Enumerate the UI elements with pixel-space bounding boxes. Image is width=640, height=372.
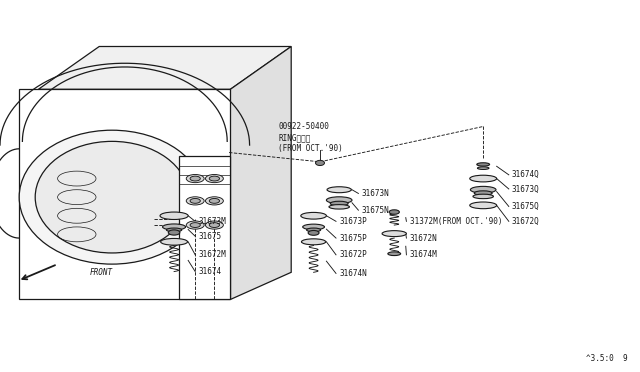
Ellipse shape [209,176,220,181]
Ellipse shape [209,222,220,227]
Text: 00922-50400: 00922-50400 [278,122,329,131]
Ellipse shape [388,252,401,256]
Text: 31675P: 31675P [339,234,367,243]
Ellipse shape [330,201,348,206]
Text: 31674N: 31674N [339,269,367,278]
Text: FRONT: FRONT [90,268,113,277]
Ellipse shape [389,210,399,214]
Text: 31672Q: 31672Q [512,217,540,226]
Ellipse shape [307,228,321,232]
Text: 31673N: 31673N [362,189,389,198]
Ellipse shape [163,224,186,230]
Text: 31674: 31674 [198,267,221,276]
Ellipse shape [161,238,188,245]
Ellipse shape [308,230,319,235]
Ellipse shape [160,212,188,219]
Ellipse shape [474,191,492,195]
Polygon shape [19,89,230,299]
Text: 31675N: 31675N [362,206,389,215]
Ellipse shape [19,130,205,264]
Ellipse shape [190,176,200,181]
Ellipse shape [329,205,349,209]
Ellipse shape [470,186,496,193]
Polygon shape [179,156,230,299]
Circle shape [316,160,324,166]
Text: 31674Q: 31674Q [512,170,540,179]
Text: 31672M: 31672M [198,250,226,259]
Ellipse shape [186,221,204,229]
Ellipse shape [168,230,180,235]
Ellipse shape [470,175,497,182]
Ellipse shape [301,239,326,245]
Ellipse shape [166,228,182,232]
Ellipse shape [382,231,406,237]
Text: 31675: 31675 [198,232,221,241]
Ellipse shape [303,224,324,230]
Text: 31674M: 31674M [410,250,437,259]
Ellipse shape [205,197,223,205]
Text: 31673Q: 31673Q [512,185,540,193]
Polygon shape [230,46,291,299]
Text: 31372M(FROM OCT.'90): 31372M(FROM OCT.'90) [410,217,502,226]
Ellipse shape [190,198,200,203]
Ellipse shape [477,163,490,166]
Text: 31675Q: 31675Q [512,202,540,211]
Text: 31673M: 31673M [198,217,226,226]
Ellipse shape [473,194,493,199]
Ellipse shape [186,197,204,205]
Text: 31672P: 31672P [339,250,367,259]
Text: RINGリング: RINGリング [278,133,311,142]
Ellipse shape [190,222,200,227]
Ellipse shape [186,174,204,183]
Ellipse shape [209,198,220,203]
Ellipse shape [326,197,352,203]
Ellipse shape [205,174,223,183]
Ellipse shape [327,187,351,193]
Ellipse shape [205,221,223,229]
Text: ^3.5:0  9: ^3.5:0 9 [586,354,627,363]
Text: 31672N: 31672N [410,234,437,243]
Ellipse shape [35,141,189,253]
Text: (FROM OCT.'90): (FROM OCT.'90) [278,144,343,153]
Ellipse shape [470,202,497,209]
Text: 31673P: 31673P [339,217,367,226]
Ellipse shape [301,212,326,219]
Ellipse shape [477,167,489,169]
Polygon shape [38,46,291,89]
